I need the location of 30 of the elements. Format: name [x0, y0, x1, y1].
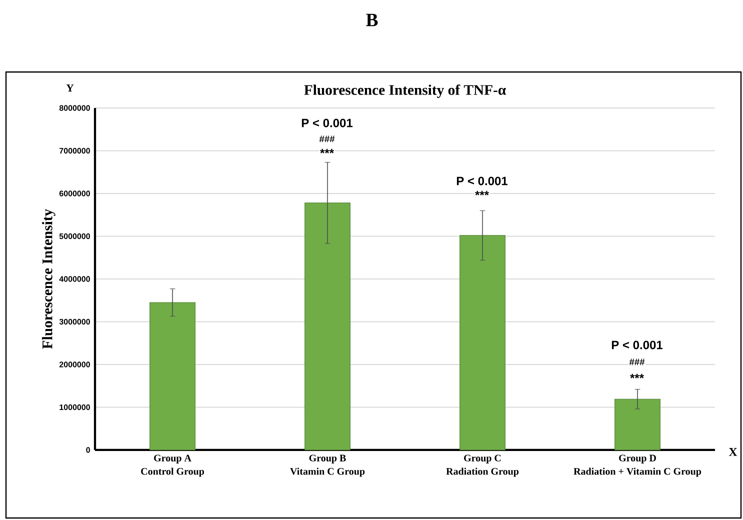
annotation: P < 0.001 — [302, 118, 353, 128]
text: B — [366, 14, 378, 26]
bar — [614, 398, 660, 450]
y-axis-title: Fluorescence Intensity — [42, 209, 56, 349]
y-tick-label: 3000000 — [59, 318, 90, 325]
bar — [460, 235, 506, 450]
annotation: *** — [630, 374, 644, 378]
bar — [304, 202, 350, 450]
annotation: P < 0.001 — [612, 340, 663, 350]
y-tick-label: 7000000 — [59, 148, 90, 154]
annotation: *** — [475, 190, 489, 196]
annotation: P < 0.001 — [456, 176, 508, 186]
x-tick-label: Group B Vitamin C Group — [290, 454, 365, 477]
y-tick-label: 8000000 — [59, 105, 90, 111]
y-tick-label: 5000000 — [59, 233, 90, 240]
x-tick-label: Group D Radiation + Vitamin C Group — [574, 454, 702, 477]
y-tick-label: 4000000 — [59, 276, 90, 282]
annotation: *** — [320, 148, 334, 154]
text: X — [728, 448, 738, 456]
y-tick-label: 1000000 — [60, 404, 90, 410]
text: Y — [66, 84, 74, 92]
annotation: ### — [629, 358, 645, 366]
x-tick-label: Group C Radiation Group — [446, 454, 519, 477]
y-tick-label: 6000000 — [59, 190, 90, 196]
x-tick-label: Group A Control Group — [141, 454, 204, 477]
y-tick-label: 0 — [86, 447, 90, 453]
y-tick-label: 2000000 — [59, 362, 90, 368]
chart-title: Fluorescence Intensity of TNF-α — [304, 84, 506, 98]
bar — [150, 302, 196, 450]
annotation: ### — [319, 136, 335, 142]
